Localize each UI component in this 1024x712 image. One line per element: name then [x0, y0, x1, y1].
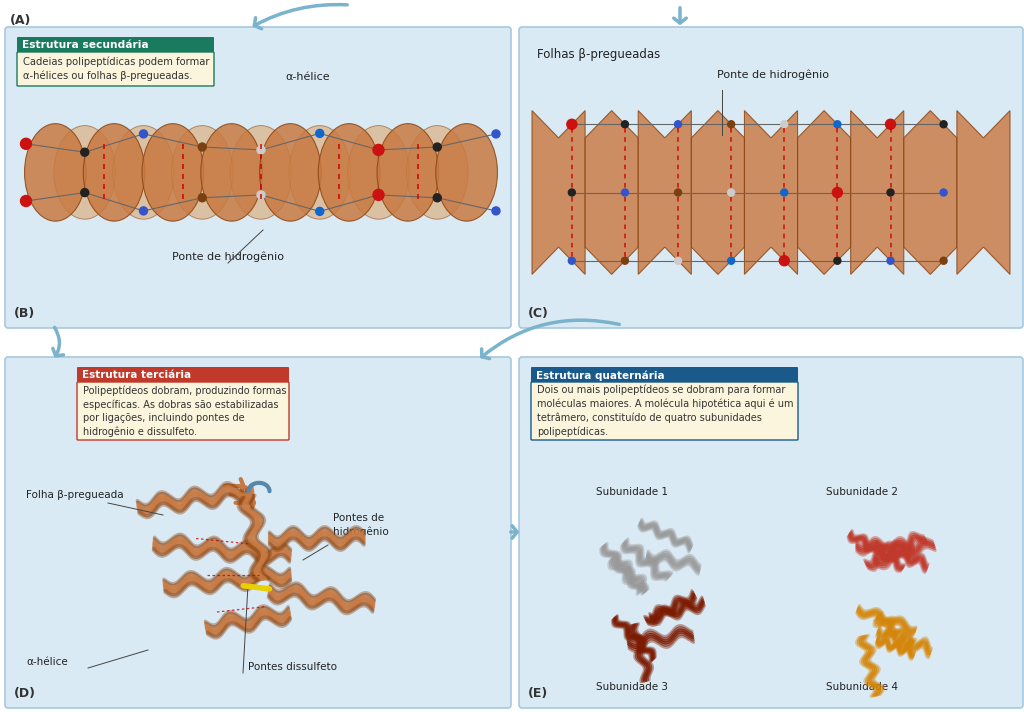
Circle shape [257, 146, 265, 154]
Circle shape [779, 256, 790, 266]
Circle shape [887, 257, 894, 264]
Circle shape [315, 130, 324, 137]
Circle shape [780, 121, 787, 127]
Ellipse shape [83, 124, 145, 221]
Polygon shape [638, 110, 691, 274]
FancyBboxPatch shape [77, 367, 289, 384]
Polygon shape [956, 110, 1010, 274]
Text: (B): (B) [14, 307, 35, 320]
Text: (A): (A) [10, 14, 32, 27]
Circle shape [20, 196, 32, 206]
Circle shape [834, 257, 841, 264]
Circle shape [780, 189, 787, 196]
Text: Pontes dissulfeto: Pontes dissulfeto [248, 662, 337, 672]
Text: Folhas β-pregueadas: Folhas β-pregueadas [537, 48, 660, 61]
Text: (E): (E) [528, 687, 548, 700]
FancyBboxPatch shape [531, 367, 798, 384]
Ellipse shape [113, 125, 174, 219]
Ellipse shape [142, 124, 204, 221]
Circle shape [492, 130, 500, 138]
Text: (C): (C) [528, 307, 549, 320]
Circle shape [373, 189, 384, 200]
Text: α-hélice: α-hélice [26, 657, 68, 667]
Circle shape [675, 121, 682, 127]
Text: Dois ou mais polipeptídeos se dobram para formar
moléculas maiores. A molécula h: Dois ou mais polipeptídeos se dobram par… [537, 385, 794, 437]
Circle shape [567, 119, 577, 130]
FancyBboxPatch shape [77, 382, 289, 440]
Text: Subunidade 3: Subunidade 3 [596, 682, 668, 692]
Circle shape [728, 189, 734, 196]
Circle shape [568, 257, 575, 264]
Text: Estrutura secundária: Estrutura secundária [22, 41, 148, 51]
Circle shape [81, 148, 89, 156]
Circle shape [315, 207, 324, 216]
Circle shape [887, 189, 894, 196]
Ellipse shape [407, 125, 468, 219]
Ellipse shape [54, 125, 116, 219]
Circle shape [81, 189, 89, 197]
Circle shape [833, 187, 843, 197]
Circle shape [675, 257, 682, 264]
Polygon shape [744, 110, 798, 274]
FancyBboxPatch shape [531, 382, 798, 440]
Circle shape [622, 257, 629, 264]
Text: Pontes de
hidrogênio: Pontes de hidrogênio [333, 513, 389, 537]
Circle shape [622, 121, 629, 127]
Text: Cadeias polipeptídicas podem formar
α-hélices ou folhas β-pregueadas.: Cadeias polipeptídicas podem formar α-hé… [23, 57, 210, 81]
Text: Estrutura terciária: Estrutura terciária [82, 370, 191, 380]
Text: Ponte de hidrogênio: Ponte de hidrogênio [172, 251, 284, 262]
Circle shape [257, 191, 265, 199]
Ellipse shape [436, 124, 498, 221]
Ellipse shape [318, 124, 380, 221]
Text: Folha β-pregueada: Folha β-pregueada [26, 490, 124, 500]
Circle shape [433, 143, 441, 151]
FancyBboxPatch shape [5, 27, 511, 328]
Ellipse shape [259, 124, 322, 221]
FancyBboxPatch shape [17, 52, 214, 86]
Polygon shape [691, 110, 744, 274]
Ellipse shape [230, 125, 292, 219]
Polygon shape [904, 110, 956, 274]
Polygon shape [532, 110, 585, 274]
Text: Polipeptídeos dobram, produzindo formas
específicas. As dobras são estabilizadas: Polipeptídeos dobram, produzindo formas … [83, 385, 287, 436]
Ellipse shape [25, 124, 86, 221]
Circle shape [728, 121, 734, 127]
Ellipse shape [201, 124, 262, 221]
Polygon shape [851, 110, 904, 274]
Circle shape [728, 257, 734, 264]
Circle shape [199, 143, 206, 151]
FancyBboxPatch shape [17, 37, 214, 54]
Ellipse shape [348, 125, 410, 219]
Polygon shape [798, 110, 851, 274]
Text: Subunidade 1: Subunidade 1 [596, 487, 668, 497]
Circle shape [940, 121, 947, 127]
Circle shape [373, 145, 384, 155]
Circle shape [675, 189, 682, 196]
Ellipse shape [289, 125, 350, 219]
Circle shape [139, 207, 147, 215]
Circle shape [139, 130, 147, 138]
Circle shape [199, 194, 206, 201]
Polygon shape [585, 110, 638, 274]
Circle shape [433, 194, 441, 201]
Circle shape [940, 257, 947, 264]
Circle shape [886, 119, 896, 130]
FancyBboxPatch shape [519, 27, 1023, 328]
Text: Subunidade 2: Subunidade 2 [826, 487, 898, 497]
Text: (D): (D) [14, 687, 36, 700]
Text: Ponte de hidrogênio: Ponte de hidrogênio [717, 70, 829, 80]
Text: Subunidade 4: Subunidade 4 [826, 682, 898, 692]
Circle shape [20, 138, 32, 150]
Circle shape [492, 207, 500, 215]
Ellipse shape [377, 124, 438, 221]
Text: Estrutura quaternária: Estrutura quaternária [536, 370, 665, 381]
Circle shape [834, 121, 841, 127]
Text: α-hélice: α-hélice [286, 72, 331, 82]
Ellipse shape [171, 125, 233, 219]
Circle shape [622, 189, 629, 196]
Circle shape [940, 189, 947, 196]
Circle shape [568, 189, 575, 196]
FancyBboxPatch shape [519, 357, 1023, 708]
FancyBboxPatch shape [5, 357, 511, 708]
